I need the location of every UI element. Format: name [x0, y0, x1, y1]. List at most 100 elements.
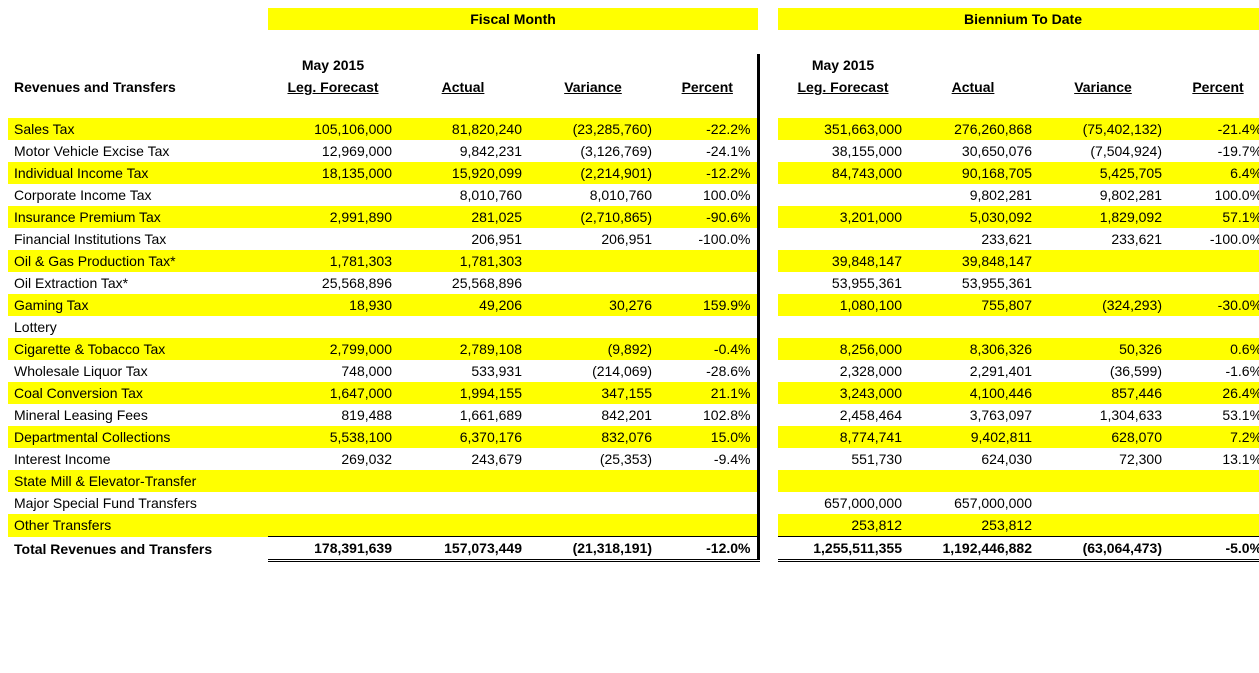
btd-actual: 53,955,361 [908, 272, 1038, 294]
fm-actual: 8,010,760 [398, 184, 528, 206]
fm-percent: -90.6% [658, 206, 758, 228]
row-label: Wholesale Liquor Tax [8, 360, 268, 382]
btd-actual [908, 316, 1038, 338]
fm-actual [398, 316, 528, 338]
btd-forecast: 3,243,000 [778, 382, 908, 404]
btd-forecast: 551,730 [778, 448, 908, 470]
btd-forecast: 2,458,464 [778, 404, 908, 426]
fm-variance: (2,214,901) [528, 162, 658, 184]
separator [758, 206, 778, 228]
fm-forecast: 748,000 [268, 360, 398, 382]
separator [758, 448, 778, 470]
fm-percent-header: Percent [658, 76, 758, 98]
fm-variance: 8,010,760 [528, 184, 658, 206]
fm-forecast: 25,568,896 [268, 272, 398, 294]
fiscal-month-header: Fiscal Month [268, 8, 758, 30]
fm-forecast: 18,930 [268, 294, 398, 316]
fm-forecast [268, 470, 398, 492]
btd-forecast: 2,328,000 [778, 360, 908, 382]
btd-percent: -21.4% [1168, 118, 1259, 140]
fm-percent: 102.8% [658, 404, 758, 426]
separator [758, 360, 778, 382]
fm-actual: 243,679 [398, 448, 528, 470]
btd-variance: (75,402,132) [1038, 118, 1168, 140]
fm-actual [398, 514, 528, 537]
btd-actual: 276,260,868 [908, 118, 1038, 140]
btd-percent: 0.6% [1168, 338, 1259, 360]
fm-variance: (214,069) [528, 360, 658, 382]
row-label: Mineral Leasing Fees [8, 404, 268, 426]
fm-variance: 842,201 [528, 404, 658, 426]
fm-variance [528, 250, 658, 272]
fm-percent [658, 272, 758, 294]
total-row: Total Revenues and Transfers 178,391,639… [8, 537, 1259, 561]
fm-forecast: 269,032 [268, 448, 398, 470]
btd-percent: 57.1% [1168, 206, 1259, 228]
btd-actual: 233,621 [908, 228, 1038, 250]
btd-variance [1038, 272, 1168, 294]
total-btd-variance: (63,064,473) [1038, 537, 1168, 561]
fm-actual: 206,951 [398, 228, 528, 250]
btd-percent: -1.6% [1168, 360, 1259, 382]
btd-actual: 3,763,097 [908, 404, 1038, 426]
fm-percent: -100.0% [658, 228, 758, 250]
btd-variance [1038, 250, 1168, 272]
row-label: State Mill & Elevator-Transfer [8, 470, 268, 492]
total-fm-actual: 157,073,449 [398, 537, 528, 561]
fm-actual: 1,994,155 [398, 382, 528, 404]
table-row: Interest Income269,032243,679(25,353)-9.… [8, 448, 1259, 470]
fm-forecast: 5,538,100 [268, 426, 398, 448]
fm-percent: 159.9% [658, 294, 758, 316]
table-row: Departmental Collections5,538,1006,370,1… [8, 426, 1259, 448]
btd-variance [1038, 492, 1168, 514]
row-label: Lottery [8, 316, 268, 338]
fm-variance: (25,353) [528, 448, 658, 470]
row-label: Departmental Collections [8, 426, 268, 448]
fm-actual: 1,661,689 [398, 404, 528, 426]
row-label: Cigarette & Tobacco Tax [8, 338, 268, 360]
total-fm-forecast: 178,391,639 [268, 537, 398, 561]
table-row: Individual Income Tax18,135,00015,920,09… [8, 162, 1259, 184]
separator [758, 162, 778, 184]
col-header-row-2: Revenues and Transfers Leg. Forecast Act… [8, 76, 1259, 98]
fm-variance: (3,126,769) [528, 140, 658, 162]
fm-variance [528, 514, 658, 537]
btd-variance: 9,802,281 [1038, 184, 1168, 206]
btd-actual: 90,168,705 [908, 162, 1038, 184]
btd-percent [1168, 316, 1259, 338]
btd-actual: 253,812 [908, 514, 1038, 537]
btd-actual: 9,402,811 [908, 426, 1038, 448]
separator [758, 118, 778, 140]
separator [758, 338, 778, 360]
fm-percent [658, 492, 758, 514]
total-fm-variance: (21,318,191) [528, 537, 658, 561]
separator [758, 514, 778, 537]
table-row: Oil Extraction Tax*25,568,89625,568,8965… [8, 272, 1259, 294]
btd-forecast: 1,080,100 [778, 294, 908, 316]
fm-forecast: 1,781,303 [268, 250, 398, 272]
fm-actual: 81,820,240 [398, 118, 528, 140]
btd-forecast: 53,955,361 [778, 272, 908, 294]
fm-variance-header: Variance [528, 76, 658, 98]
btd-actual: 8,306,326 [908, 338, 1038, 360]
separator [758, 316, 778, 338]
row-label: Gaming Tax [8, 294, 268, 316]
btd-percent [1168, 492, 1259, 514]
separator [758, 426, 778, 448]
fm-actual: 1,781,303 [398, 250, 528, 272]
table-row: Sales Tax105,106,00081,820,240(23,285,76… [8, 118, 1259, 140]
fm-forecast-header: Leg. Forecast [268, 76, 398, 98]
fm-forecast [268, 492, 398, 514]
row-label: Interest Income [8, 448, 268, 470]
fm-actual: 49,206 [398, 294, 528, 316]
separator [758, 272, 778, 294]
btd-percent [1168, 250, 1259, 272]
btd-actual: 624,030 [908, 448, 1038, 470]
btd-actual: 657,000,000 [908, 492, 1038, 514]
fm-variance [528, 272, 658, 294]
total-fm-percent: -12.0% [658, 537, 758, 561]
fm-variance: 206,951 [528, 228, 658, 250]
row-label: Oil Extraction Tax* [8, 272, 268, 294]
btd-variance: 50,326 [1038, 338, 1168, 360]
fm-percent: -28.6% [658, 360, 758, 382]
